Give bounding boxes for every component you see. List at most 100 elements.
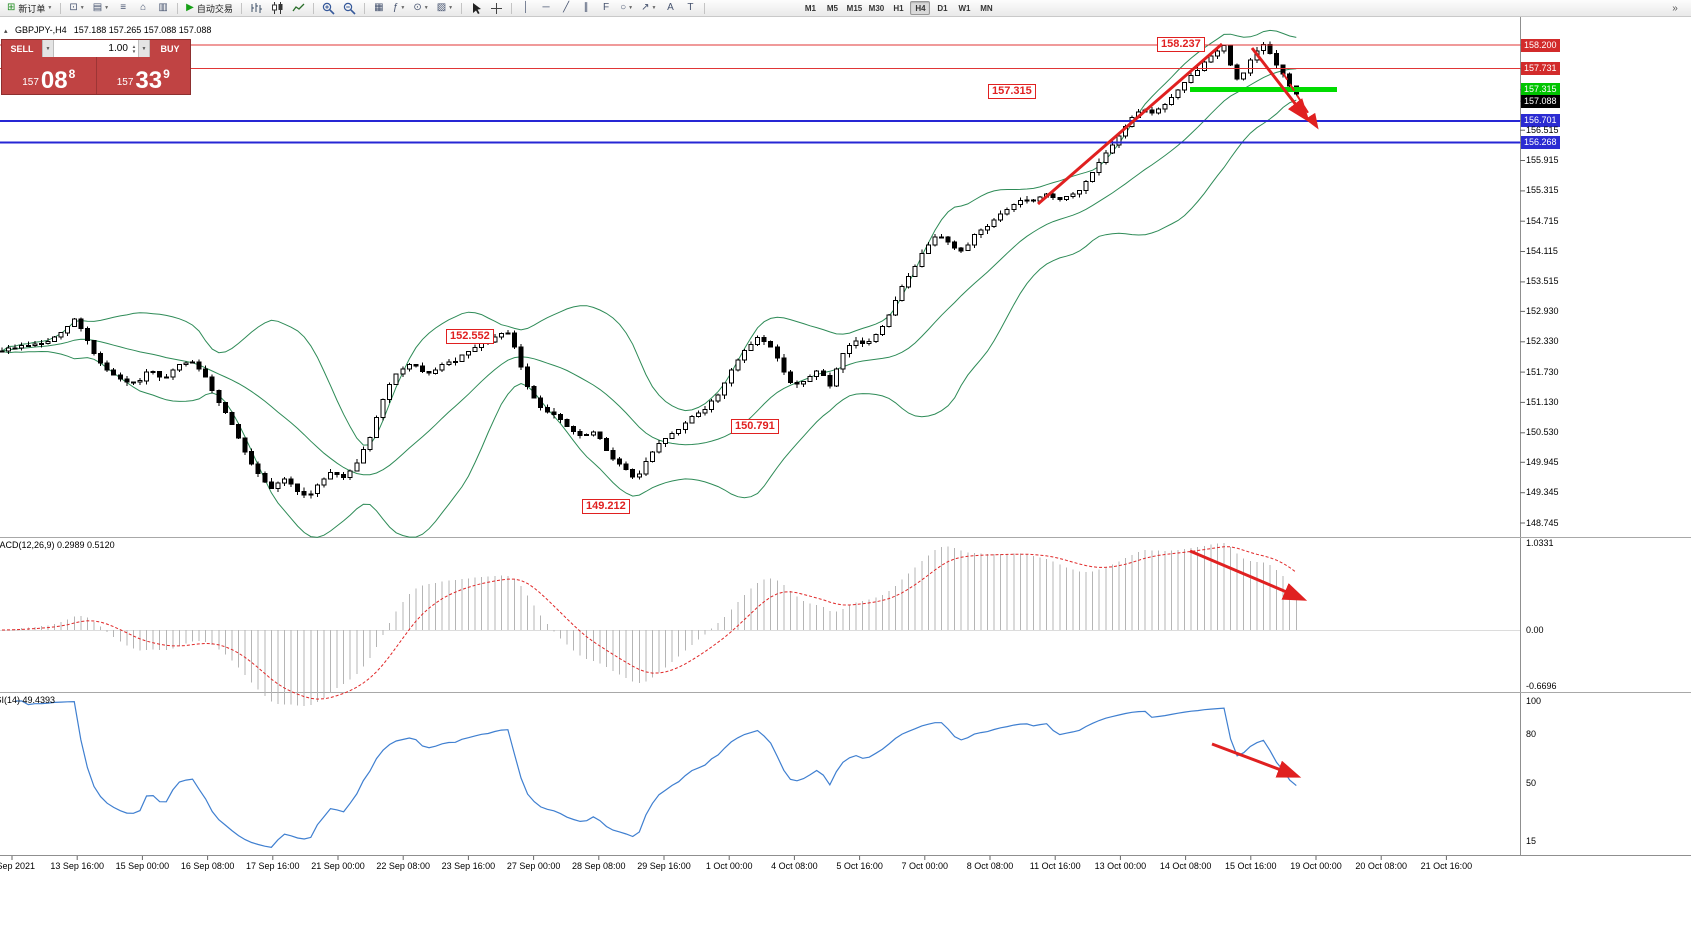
periods-icon: ⊙ xyxy=(413,2,422,13)
line-chart-button[interactable] xyxy=(289,1,308,15)
timeframe-h1-button[interactable]: H1 xyxy=(893,3,904,13)
price-axis-label: 156.515 xyxy=(1526,124,1559,135)
time-axis-label: 4 Oct 08:00 xyxy=(771,861,818,871)
trade-panel-controls: SELL ▼ ▲▼ ▼ BUY xyxy=(2,40,190,57)
macd-histogram xyxy=(8,543,1297,706)
timeframe-mn-button[interactable]: MN xyxy=(980,3,993,13)
rsi-axis-label: 80 xyxy=(1526,728,1537,739)
channel-button[interactable]: ∥ xyxy=(577,1,595,15)
new-chart-button[interactable]: ⊡ ▼ xyxy=(66,1,87,15)
macd-axis-label: 1.0331 xyxy=(1526,538,1554,548)
sell-price-big: 08 xyxy=(40,66,68,94)
rsi-axis-label: 100 xyxy=(1526,696,1542,706)
forecast-arrow[interactable] xyxy=(1282,72,1319,130)
timeframe-w1-button[interactable]: W1 xyxy=(958,3,971,13)
auto-trading-button[interactable]: ▶ 自动交易 xyxy=(183,1,236,15)
channel-icon: ∥ xyxy=(583,2,589,13)
time-axis-label: 15 Sep 00:00 xyxy=(115,861,170,871)
time-axis-label: 13 Sep 16:00 xyxy=(50,861,104,871)
price-axis-label: 155.315 xyxy=(1526,185,1559,196)
timeframe-d1-button[interactable]: D1 xyxy=(937,3,948,13)
reversal-arrow[interactable] xyxy=(1250,47,1310,123)
profiles-button[interactable]: ▤ ▼ xyxy=(90,1,112,15)
time-axis-label: 8 Oct 08:00 xyxy=(966,861,1014,871)
zoom-out-button[interactable] xyxy=(340,1,359,15)
arrow-objects-button[interactable]: ↗ ▼ xyxy=(638,1,659,15)
auto-trading-play-icon: ▶ xyxy=(186,2,194,13)
buy-price-button[interactable]: 157 33 9 xyxy=(95,57,191,94)
time-axis-label: 14 Oct 08:00 xyxy=(1159,861,1212,871)
one-click-collapse-icon[interactable]: ▴ xyxy=(4,28,8,35)
timeframe-m1-button[interactable]: M1 xyxy=(804,3,816,13)
trend-line-button[interactable]: ╱ xyxy=(557,1,575,15)
buy-options-caret[interactable]: ▼ xyxy=(138,40,150,57)
rally-trendline[interactable] xyxy=(1037,42,1223,206)
shapes-icon: ○ xyxy=(620,2,627,13)
time-axis-label: 9 Sep 2021 xyxy=(0,861,36,871)
time-axis-label: 22 Sep 08:00 xyxy=(376,861,430,871)
shapes-button[interactable]: ○ ▼ xyxy=(617,1,636,15)
bar-chart-button[interactable] xyxy=(247,1,266,15)
arrow-objects-icon: ↗ xyxy=(641,2,650,13)
price-axis-label: 157.315 xyxy=(1521,83,1560,97)
periods-button[interactable]: ⊙ ▼ xyxy=(410,1,431,15)
time-axis-label: 29 Sep 16:00 xyxy=(637,861,691,871)
templates-icon: ▨ xyxy=(436,2,447,13)
rsi-axis-label: 15 xyxy=(1526,836,1537,846)
price-axis-label: 153.515 xyxy=(1526,276,1559,287)
toolbar-separator xyxy=(177,2,179,14)
sell-price-button[interactable]: 157 08 8 xyxy=(2,57,96,94)
rsi-down-arrow[interactable] xyxy=(1211,742,1302,778)
vertical-line-button[interactable]: │ xyxy=(517,1,535,15)
new-order-button-label: 新订单 xyxy=(18,3,46,14)
time-axis-label: 21 Oct 16:00 xyxy=(1420,861,1473,871)
timeframe-m15-button[interactable]: M15 xyxy=(846,3,863,13)
time-axis-label: 20 Oct 08:00 xyxy=(1355,861,1407,871)
new-order-icon: ⊞ xyxy=(7,2,16,13)
price-axis-label: 151.130 xyxy=(1526,396,1559,407)
volume-spinner[interactable]: ▲ ▼ xyxy=(130,44,138,54)
caret-down-icon: ▼ xyxy=(651,5,657,11)
terminal-button[interactable]: ▥ xyxy=(154,1,172,15)
horizontal-line-button[interactable]: ─ xyxy=(537,1,555,15)
text-icon: A xyxy=(667,2,674,13)
text-label-button[interactable]: T xyxy=(681,1,699,15)
time-axis-label: 7 Oct 00:00 xyxy=(901,861,949,871)
buy-button[interactable]: BUY xyxy=(150,40,190,57)
volume-input[interactable] xyxy=(54,41,130,56)
spinner-down-icon: ▼ xyxy=(131,48,137,54)
caret-down-icon: ▼ xyxy=(400,5,406,11)
caret-down-icon: ▼ xyxy=(423,5,429,11)
volume-box: ▲▼ xyxy=(54,40,138,57)
tile-windows-button[interactable]: ▦ xyxy=(370,1,388,15)
fibonacci-button[interactable]: F xyxy=(597,1,615,15)
text-button[interactable]: A xyxy=(661,1,679,15)
sell-options-caret[interactable]: ▼ xyxy=(42,40,54,57)
templates-button[interactable]: ▨ ▼ xyxy=(434,1,456,15)
price-axis-label: 158.200 xyxy=(1521,38,1560,52)
timeframe-m30-button[interactable]: M30 xyxy=(868,3,885,13)
tile-windows-icon: ▦ xyxy=(374,2,384,13)
time-axis-label: 17 Sep 16:00 xyxy=(246,861,300,871)
time-axis-label: 13 Oct 00:00 xyxy=(1094,861,1147,871)
zoom-in-button[interactable] xyxy=(319,1,338,15)
market-watch-button[interactable]: ≡ xyxy=(114,1,132,15)
time-axis-label: 15 Oct 16:00 xyxy=(1225,861,1277,871)
macd-down-arrow[interactable] xyxy=(1189,549,1308,601)
price-annotation: 152.552 xyxy=(446,329,494,344)
toolbar-overflow-button[interactable]: » xyxy=(1672,2,1678,14)
indicators-button[interactable]: ƒ ▼ xyxy=(390,1,409,15)
crosshair-button[interactable] xyxy=(487,1,506,15)
text-label-icon: T xyxy=(687,2,694,13)
cursor-button[interactable] xyxy=(467,1,485,15)
timeframe-m5-button[interactable]: M5 xyxy=(826,3,838,13)
timeframe-h4-button[interactable]: H4 xyxy=(910,1,931,15)
sell-button[interactable]: SELL xyxy=(2,40,42,57)
candlestick-chart-button[interactable] xyxy=(268,1,287,15)
candlestick-chart-icon xyxy=(271,2,284,14)
new-order-button[interactable]: ⊞ 新订单 ▼ xyxy=(4,1,55,15)
rsi-line xyxy=(15,700,1297,848)
navigator-button[interactable]: ⌂ xyxy=(134,1,152,15)
sell-price-pip: 8 xyxy=(68,67,76,81)
